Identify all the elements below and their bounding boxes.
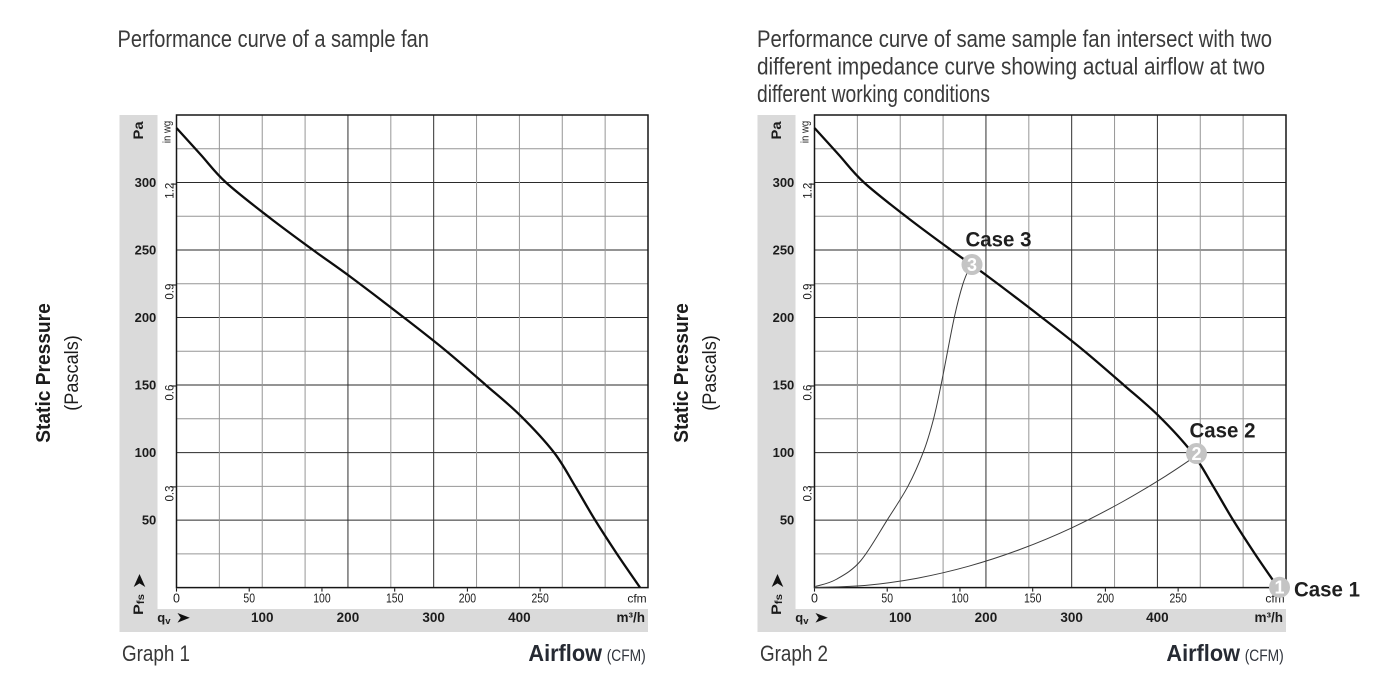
svg-text:0.6: 0.6 [165, 385, 177, 401]
svg-text:300: 300 [1060, 610, 1083, 625]
svg-text:250: 250 [773, 243, 795, 258]
svg-text:0.9: 0.9 [803, 284, 815, 300]
svg-text:150: 150 [135, 378, 157, 393]
svg-text:(CFM): (CFM) [607, 646, 646, 665]
svg-text:(CFM): (CFM) [1245, 646, 1284, 665]
svg-text:in wg: in wg [162, 121, 174, 143]
svg-text:Pa: Pa [131, 121, 146, 140]
svg-text:100: 100 [889, 610, 912, 625]
svg-text:400: 400 [1146, 610, 1169, 625]
svg-text:Pa: Pa [769, 121, 784, 140]
svg-text:150: 150 [1024, 592, 1041, 606]
svg-text:3: 3 [967, 255, 977, 275]
svg-text:400: 400 [508, 610, 531, 625]
svg-text:200: 200 [337, 610, 360, 625]
svg-text:different impedance curve show: different impedance curve showing actual… [757, 54, 1265, 81]
svg-text:200: 200 [135, 310, 157, 325]
svg-text:200: 200 [773, 310, 795, 325]
svg-text:100: 100 [773, 445, 795, 460]
svg-text:2: 2 [1191, 444, 1201, 464]
svg-text:Case 1: Case 1 [1294, 578, 1360, 602]
svg-text:200: 200 [459, 592, 476, 606]
svg-text:250: 250 [531, 592, 548, 606]
svg-text:Graph 2: Graph 2 [760, 641, 828, 666]
svg-text:50: 50 [881, 592, 893, 606]
svg-text:(Pascals): (Pascals) [62, 335, 83, 411]
svg-text:300: 300 [422, 610, 445, 625]
svg-text:1.2: 1.2 [803, 183, 815, 199]
svg-text:Airflow: Airflow [1166, 640, 1240, 666]
svg-text:0.6: 0.6 [803, 385, 815, 401]
svg-text:Airflow: Airflow [528, 640, 602, 666]
svg-text:Graph 1: Graph 1 [122, 641, 190, 666]
svg-text:cfm: cfm [627, 592, 646, 606]
svg-text:300: 300 [773, 175, 795, 190]
svg-text:50: 50 [780, 513, 794, 528]
svg-text:1.2: 1.2 [165, 183, 177, 199]
svg-text:Performance curve of same samp: Performance curve of same sample fan int… [757, 26, 1272, 53]
svg-text:m³/h: m³/h [617, 610, 646, 625]
svg-text:0.9: 0.9 [165, 284, 177, 300]
svg-text:50: 50 [243, 592, 255, 606]
svg-text:200: 200 [1097, 592, 1114, 606]
svg-text:different working conditions: different working conditions [757, 81, 990, 108]
svg-text:50: 50 [142, 513, 156, 528]
svg-text:150: 150 [773, 378, 795, 393]
svg-text:Static Pressure: Static Pressure [33, 303, 55, 443]
svg-text:Case 3: Case 3 [966, 228, 1032, 252]
svg-text:1: 1 [1274, 578, 1284, 598]
svg-text:0.3: 0.3 [803, 486, 815, 502]
svg-text:m³/h: m³/h [1255, 610, 1284, 625]
svg-text:150: 150 [386, 592, 403, 606]
svg-text:100: 100 [251, 610, 274, 625]
svg-text:100: 100 [135, 445, 157, 460]
svg-text:250: 250 [135, 243, 157, 258]
svg-text:(Pascals): (Pascals) [700, 335, 721, 411]
svg-text:in wg: in wg [800, 121, 812, 143]
svg-text:0: 0 [173, 592, 180, 606]
svg-text:200: 200 [975, 610, 998, 625]
svg-text:100: 100 [313, 592, 330, 606]
svg-text:0: 0 [811, 592, 818, 606]
svg-text:300: 300 [135, 175, 157, 190]
svg-text:Performance curve of a sample: Performance curve of a sample fan [118, 26, 429, 53]
svg-text:Static Pressure: Static Pressure [671, 303, 693, 443]
svg-text:100: 100 [951, 592, 968, 606]
svg-text:0.3: 0.3 [165, 486, 177, 502]
svg-text:Case 2: Case 2 [1190, 419, 1256, 443]
svg-text:250: 250 [1169, 592, 1186, 606]
